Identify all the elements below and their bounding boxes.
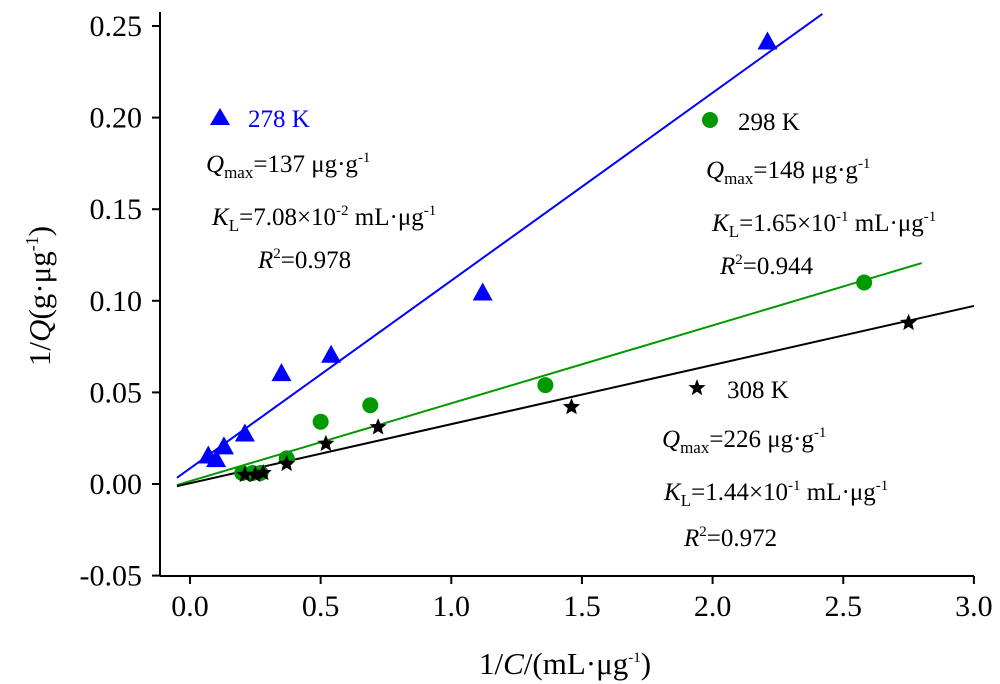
qmax-298k: Qmax=148 μg·g-1 (706, 156, 870, 188)
y-tick-label: 0.10 (90, 285, 143, 318)
kl-298k: KL=1.65×10-1 mL·μg-1 (711, 209, 936, 241)
x-tick-label: 0.0 (171, 590, 209, 623)
fit-line-308k (176, 304, 975, 488)
fit-line-298k (176, 262, 922, 487)
data-point-298k (362, 397, 379, 414)
x-axis-label: 1/C/(mL·μg-1) (479, 646, 651, 681)
data-points (198, 31, 918, 483)
kl-278k: KL=7.08×10-2 mL·μg-1 (211, 203, 436, 235)
r2-278k: R2=0.978 (257, 246, 351, 274)
legend-label-308k: 308 K (727, 377, 789, 404)
data-point-278k (757, 31, 778, 50)
legend-label-278k: 278 K (248, 106, 310, 133)
annotation-278k: 278 K Qmax=137 μg·g-1 KL=7.08×10-2 mL·μg… (206, 106, 436, 274)
fit-lines (176, 13, 975, 488)
x-tick-label: 3.0 (955, 590, 993, 623)
legend-label-298k: 298 K (738, 109, 800, 136)
data-point-308k (278, 454, 296, 472)
data-point-278k (271, 363, 292, 382)
axes (159, 12, 974, 577)
x-tick-label: 1.0 (433, 590, 471, 623)
ticks: 0.0 0.5 1.0 1.5 2.0 2.5 3.0 -0.05 0.00 0.05 0.10 0.… (80, 10, 993, 623)
data-point-278k (213, 436, 234, 455)
data-point-298k (856, 274, 873, 291)
data-point-308k (236, 465, 254, 483)
x-tick-label: 2.5 (825, 590, 863, 623)
x-tick-label: 2.0 (694, 590, 732, 623)
fit-line-278k (176, 13, 823, 479)
legend-marker-308k (688, 379, 706, 396)
y-tick-label: 0.05 (90, 376, 143, 409)
data-point-278k (206, 449, 227, 468)
qmax-278k: Qmax=137 μg·g-1 (206, 150, 370, 182)
y-tick-label: 0.20 (90, 102, 143, 135)
data-point-308k (254, 464, 272, 481)
data-point-278k (472, 282, 493, 301)
data-point-298k (312, 413, 329, 430)
data-point-278k (234, 423, 255, 442)
annotation-308k: 308 K Qmax=226 μg·g-1 KL=1.44×10-1 mL·μg… (662, 377, 888, 552)
legend-marker-298k (702, 112, 718, 128)
y-tick-label: 0.25 (90, 10, 143, 43)
x-tick-label: 0.5 (302, 590, 340, 623)
r2-308k: R2=0.972 (683, 524, 777, 552)
data-point-278k (321, 344, 342, 363)
data-point-308k (562, 398, 581, 415)
data-point-308k (369, 418, 387, 435)
kl-308k: KL=1.44×10-1 mL·μg-1 (663, 478, 888, 510)
y-tick-label: 0.15 (90, 193, 143, 226)
annotation-298k: 298 K Qmax=148 μg·g-1 KL=1.65×10-1 mL·μg… (702, 109, 936, 280)
qmax-308k: Qmax=226 μg·g-1 (662, 425, 826, 457)
data-point-308k (246, 465, 264, 483)
r2-298k: R2=0.944 (719, 252, 814, 280)
legend-marker-278k (210, 108, 230, 125)
x-tick-label: 1.5 (563, 590, 601, 623)
data-point-308k (900, 313, 918, 331)
data-point-298k (537, 377, 554, 394)
y-tick-label: -0.05 (80, 560, 143, 593)
y-axis-label: 1/Q(g·μg-1) (22, 226, 57, 366)
data-point-308k (317, 434, 335, 451)
y-tick-label: 0.00 (90, 468, 143, 501)
